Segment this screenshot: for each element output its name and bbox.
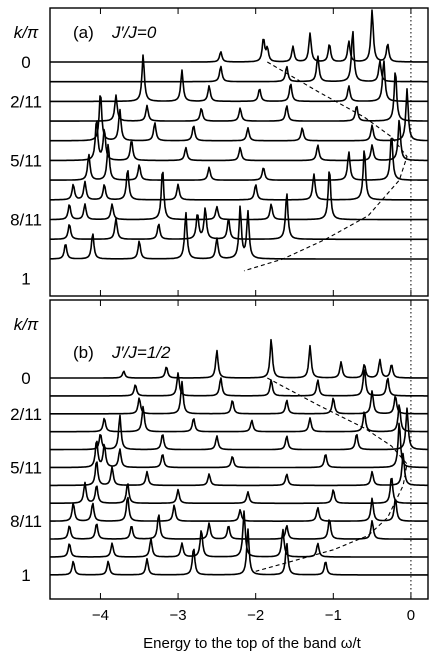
spectrum-line	[50, 407, 428, 451]
y-tick-label: 2/11	[10, 92, 42, 111]
plot-frame	[49, 7, 429, 297]
spectrum-line	[50, 137, 428, 181]
spectrum-line	[50, 404, 428, 433]
y-axis-label: k/π	[14, 23, 39, 42]
y-tick-label: 8/11	[10, 512, 42, 531]
spectrum-line	[50, 205, 428, 260]
spectrum-line	[50, 496, 428, 522]
panel-a: k/π 0 2/11 5/11 8/11 1 (a) J′/J=0	[10, 7, 429, 297]
y-tick-label: 1	[21, 270, 30, 289]
y-tick-label: 0	[21, 53, 30, 72]
x-axis-label: Energy to the top of the band ω/t	[143, 635, 362, 652]
spectrum-line	[50, 369, 428, 397]
y-tick-label: 8/11	[10, 211, 42, 230]
spectrum-line	[50, 54, 428, 103]
spectrum-line	[50, 30, 428, 83]
dispersion-curve	[255, 377, 408, 572]
spectrum-line	[50, 9, 428, 63]
spectrum-line	[50, 514, 428, 540]
y-tick-label: 0	[21, 369, 30, 388]
y-axis-label: k/π	[14, 315, 39, 334]
y-tick-label: 5/11	[10, 459, 42, 478]
spectrum-line	[50, 510, 428, 558]
spectrum-line	[50, 338, 428, 379]
panel-title: J′/J=0	[111, 23, 157, 42]
x-tick-label: −1	[325, 607, 342, 624]
y-tick-label: 2/11	[10, 405, 42, 424]
panel-b: −4 −3 −2 −1 0 k/π 0 2/11 5/11 8/11 1 (b) J′/J=1/2	[10, 299, 429, 624]
x-tick-label: −3	[170, 607, 187, 624]
x-tick-label: −4	[92, 607, 109, 624]
spectrum-line	[50, 422, 428, 469]
spectrum-line	[50, 72, 428, 122]
spectrum-line	[50, 452, 428, 487]
panel-label: (b)	[73, 343, 94, 362]
spectrum-line	[50, 528, 428, 576]
spectrum-line	[50, 477, 428, 505]
spectrum-line	[50, 380, 428, 415]
panel-title: J′/J=1/2	[111, 343, 171, 362]
dispersion-curve	[243, 61, 408, 272]
x-tick-label: 0	[407, 607, 415, 624]
panel-label: (a)	[73, 23, 94, 42]
x-tick-label: −2	[247, 607, 264, 624]
y-tick-label: 1	[21, 566, 30, 585]
spectrum-line	[50, 150, 428, 201]
y-tick-label: 5/11	[10, 152, 42, 171]
spectrum-line	[50, 88, 429, 142]
